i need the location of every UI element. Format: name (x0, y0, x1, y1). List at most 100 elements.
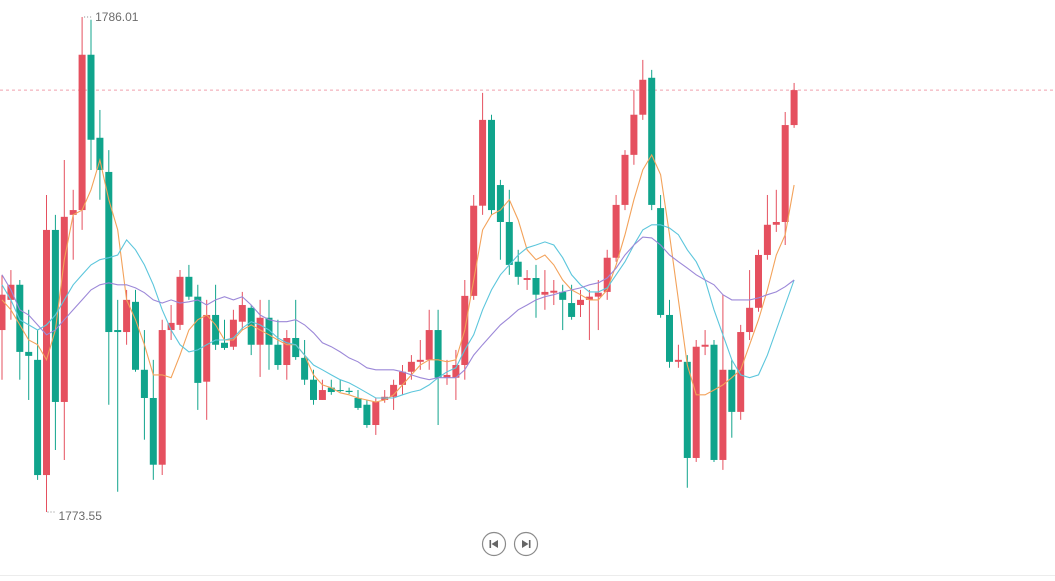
candle-body (265, 317, 273, 345)
candle-body (577, 299, 584, 306)
button-icon (528, 540, 531, 548)
candle-body (256, 317, 264, 345)
candle-body (585, 296, 593, 300)
candle-body (763, 224, 771, 255)
candle-body (301, 357, 309, 380)
button-icon (491, 540, 498, 548)
candle-body (123, 299, 131, 333)
candle-body (390, 384, 398, 397)
candle-body (345, 390, 353, 393)
candle-body (185, 276, 193, 297)
candle-body (710, 344, 718, 460)
candle-body (541, 291, 549, 295)
candle-body (105, 171, 113, 333)
candle-body (238, 305, 246, 322)
moving-average-line (1, 224, 795, 399)
candle-body (132, 301, 139, 370)
candle-body (657, 208, 665, 315)
candle-body (755, 254, 762, 308)
candle-body (140, 369, 148, 398)
candle-body (87, 54, 95, 140)
candle-body (43, 229, 50, 476)
candle-body (274, 344, 282, 366)
candle-body (354, 397, 362, 408)
candle-body (648, 77, 656, 205)
candle-body (559, 291, 567, 300)
candle-body (416, 359, 424, 362)
candle-body (603, 257, 611, 292)
moving-average-line (1, 236, 795, 381)
candle-body (363, 404, 371, 425)
next-button[interactable] (513, 531, 539, 557)
candle-body (666, 314, 673, 362)
candle-body (496, 185, 504, 222)
candle-body (336, 390, 344, 392)
candle-body (594, 292, 602, 297)
candle-body (318, 390, 326, 400)
candle-body (790, 90, 798, 126)
candle-body (639, 79, 647, 115)
candle-body (372, 401, 380, 425)
candle-body (425, 330, 433, 360)
candle-body (69, 210, 77, 215)
candle-body (434, 330, 442, 378)
candle-body (7, 284, 15, 300)
candle-body (229, 319, 237, 347)
candle-body (407, 361, 415, 372)
candle-body (746, 307, 754, 333)
candle-body (292, 337, 300, 358)
max-price-label: 1786.01 (95, 10, 139, 24)
candle-body (158, 330, 166, 465)
button-icon (522, 540, 529, 548)
candle-body (203, 314, 211, 382)
candle-body (523, 278, 531, 280)
plot-area: 1786.01 1773.55 (0, 10, 1055, 523)
candle-body (692, 346, 700, 458)
candle-body (221, 342, 228, 348)
candle-body (719, 369, 727, 460)
previous-button[interactable] (481, 531, 507, 557)
candle-body (488, 119, 495, 211)
candle-body (96, 137, 104, 170)
candle-body (283, 337, 291, 366)
candle-body (568, 303, 576, 317)
min-price-label: 1773.55 (59, 509, 103, 523)
candle-body (683, 361, 691, 458)
candle-body (737, 332, 745, 412)
candle-body (16, 284, 24, 352)
candle-body (479, 119, 487, 206)
candle-body (701, 344, 709, 347)
candle-body (728, 369, 736, 412)
candle-body (247, 307, 255, 345)
candle-body (176, 276, 184, 325)
candle-body (310, 379, 317, 400)
candle-body (532, 278, 540, 295)
moving-average-line (1, 153, 795, 403)
candle-body (114, 330, 122, 333)
candle-body (194, 296, 202, 383)
candle-body (612, 204, 620, 258)
candle-body (505, 221, 513, 265)
candle-body (514, 261, 522, 277)
candle-body (399, 371, 406, 385)
candle-body (674, 359, 682, 362)
candle-body (78, 54, 86, 211)
candle-body (149, 397, 157, 465)
candle-body (34, 359, 42, 476)
candle-body (621, 154, 629, 205)
candle-body (630, 114, 638, 155)
candle-body (212, 314, 220, 345)
candle-body (781, 125, 789, 222)
candle-body (51, 229, 59, 402)
candle-body (470, 205, 478, 296)
candle-body (452, 365, 460, 378)
candle-body (443, 374, 451, 378)
candle-body (327, 387, 335, 393)
button-icon (489, 540, 492, 548)
candle-body (0, 294, 6, 331)
candle-body (772, 221, 780, 225)
candle-body (550, 290, 558, 293)
candle-body (167, 322, 175, 331)
